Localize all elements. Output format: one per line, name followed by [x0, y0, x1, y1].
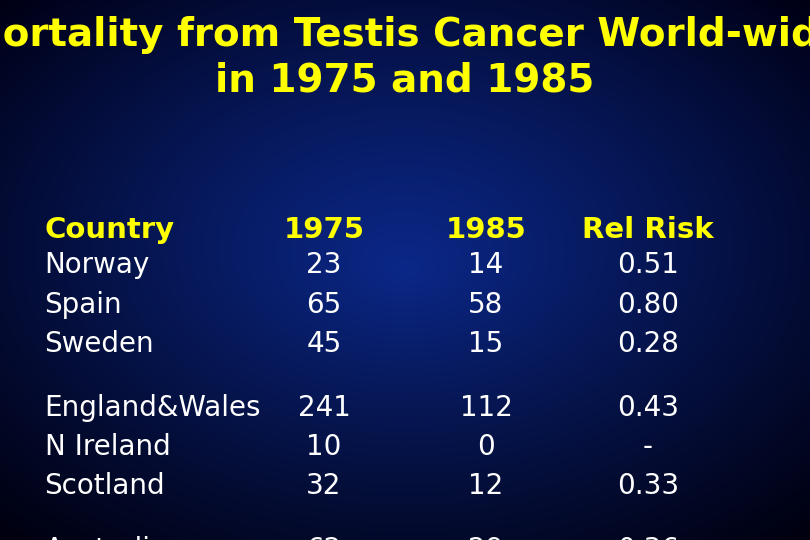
Text: 0.28: 0.28 — [617, 330, 679, 358]
Text: Spain: Spain — [45, 291, 122, 319]
Text: Sweden: Sweden — [45, 330, 154, 358]
Text: 12: 12 — [468, 472, 504, 501]
Text: Rel Risk: Rel Risk — [582, 216, 714, 244]
Text: 29: 29 — [468, 536, 504, 540]
Text: 62: 62 — [306, 536, 342, 540]
Text: 32: 32 — [306, 472, 342, 501]
Text: -: - — [643, 433, 653, 461]
Text: 10: 10 — [306, 433, 342, 461]
Text: 0.43: 0.43 — [617, 394, 679, 422]
Text: 58: 58 — [468, 291, 504, 319]
Text: Country: Country — [45, 216, 175, 244]
Text: 0.51: 0.51 — [617, 251, 679, 279]
Text: 112: 112 — [459, 394, 513, 422]
Text: 1975: 1975 — [284, 216, 364, 244]
Text: 1985: 1985 — [446, 216, 526, 244]
Text: N Ireland: N Ireland — [45, 433, 170, 461]
Text: Norway: Norway — [45, 251, 150, 279]
Text: 0.80: 0.80 — [617, 291, 679, 319]
Text: 14: 14 — [468, 251, 504, 279]
Text: 23: 23 — [306, 251, 342, 279]
Text: 15: 15 — [468, 330, 504, 358]
Text: Mortality from Testis Cancer World-wide
in 1975 and 1985: Mortality from Testis Cancer World-wide … — [0, 16, 810, 100]
Text: 0: 0 — [477, 433, 495, 461]
Text: 65: 65 — [306, 291, 342, 319]
Text: 0.33: 0.33 — [617, 472, 679, 501]
Text: 241: 241 — [297, 394, 351, 422]
Text: 0.36: 0.36 — [617, 536, 679, 540]
Text: Scotland: Scotland — [45, 472, 165, 501]
Text: Australia: Australia — [45, 536, 168, 540]
Text: 45: 45 — [306, 330, 342, 358]
Text: England&Wales: England&Wales — [45, 394, 261, 422]
